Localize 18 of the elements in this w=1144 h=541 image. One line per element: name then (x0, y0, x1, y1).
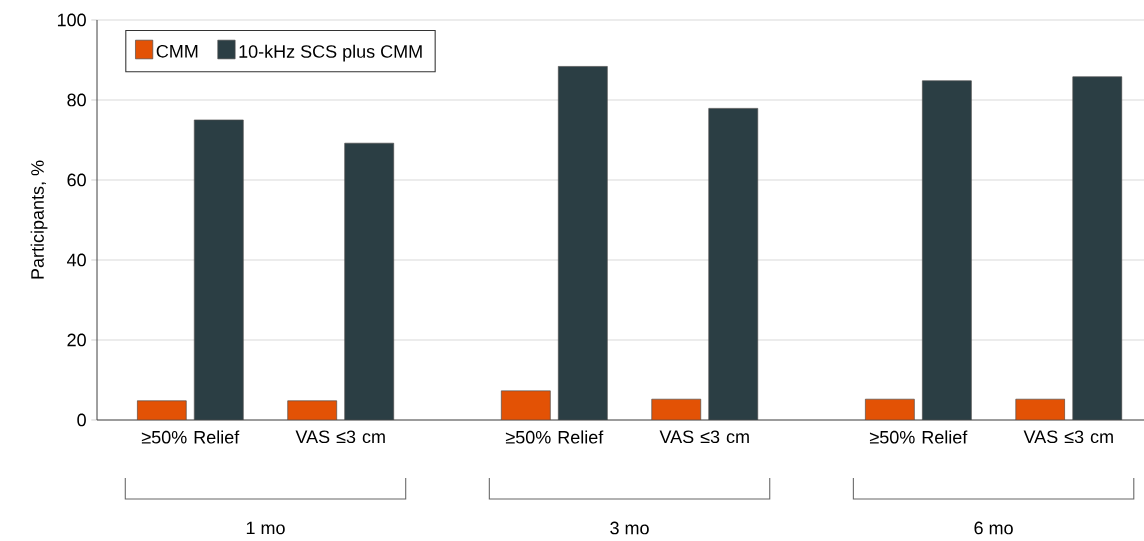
y-tick-label: 40 (67, 253, 86, 267)
text: 6 mo (974, 521, 1013, 535)
x-tick-label: ≥50% Relief (505, 430, 604, 444)
y-tick-label: 60 (67, 173, 86, 187)
x-tick-label: VAS ≤3 cm (1023, 430, 1113, 444)
y-tick-label: 20 (67, 333, 86, 347)
y-tick-label: 100 (57, 13, 86, 27)
x-tick-label: VAS ≤3 cm (659, 430, 749, 444)
y-tick-label: 0 (77, 413, 86, 427)
x-tick-label: ≥50% Relief (869, 430, 968, 444)
x-tick-label: ≥50% Relief (141, 430, 240, 444)
legend-label: CMM (156, 44, 198, 58)
text: 1 mo (246, 521, 285, 535)
y-axis-title: Participants, % (30, 160, 48, 279)
legend-label: 10-kHz SCS plus CMM (239, 44, 422, 62)
y-tick-label: 80 (67, 93, 86, 107)
text: 3 mo (610, 521, 649, 535)
x-tick-label: VAS ≤3 cm (295, 430, 385, 444)
